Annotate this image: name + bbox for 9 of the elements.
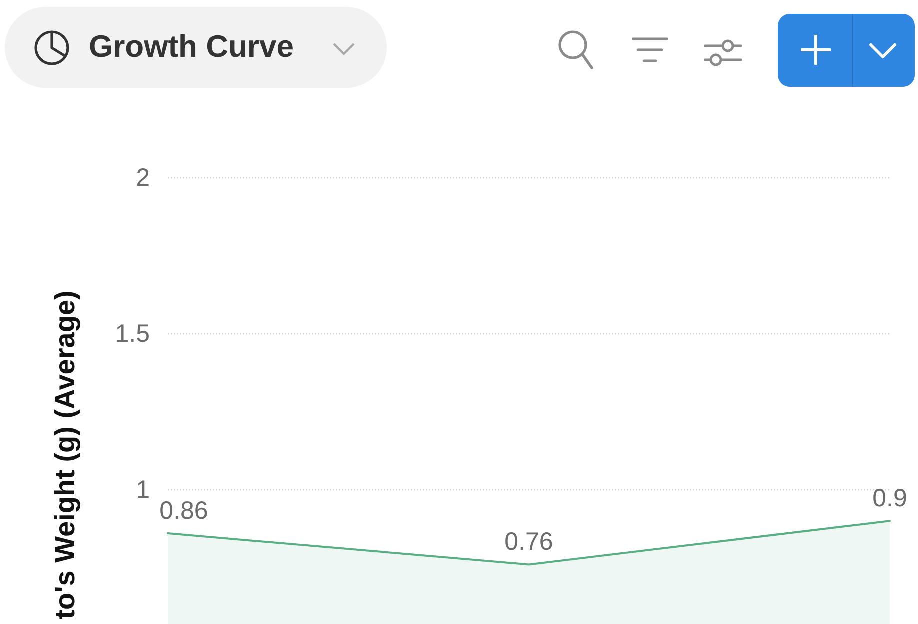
y-tick-label: 1 bbox=[136, 476, 150, 504]
data-label: 0.9 bbox=[872, 484, 908, 513]
y-tick-label: 1.5 bbox=[115, 320, 150, 348]
data-label: 0.76 bbox=[504, 528, 554, 556]
dropdown-button: Growth Curve bbox=[5, 7, 387, 88]
data-label: 0.86 bbox=[160, 497, 208, 526]
chart-title: Growth Curve bbox=[89, 28, 294, 66]
y-axis-title: to's Weight (g) (Average) bbox=[50, 290, 80, 620]
y-tick-label: 2 bbox=[136, 164, 150, 192]
